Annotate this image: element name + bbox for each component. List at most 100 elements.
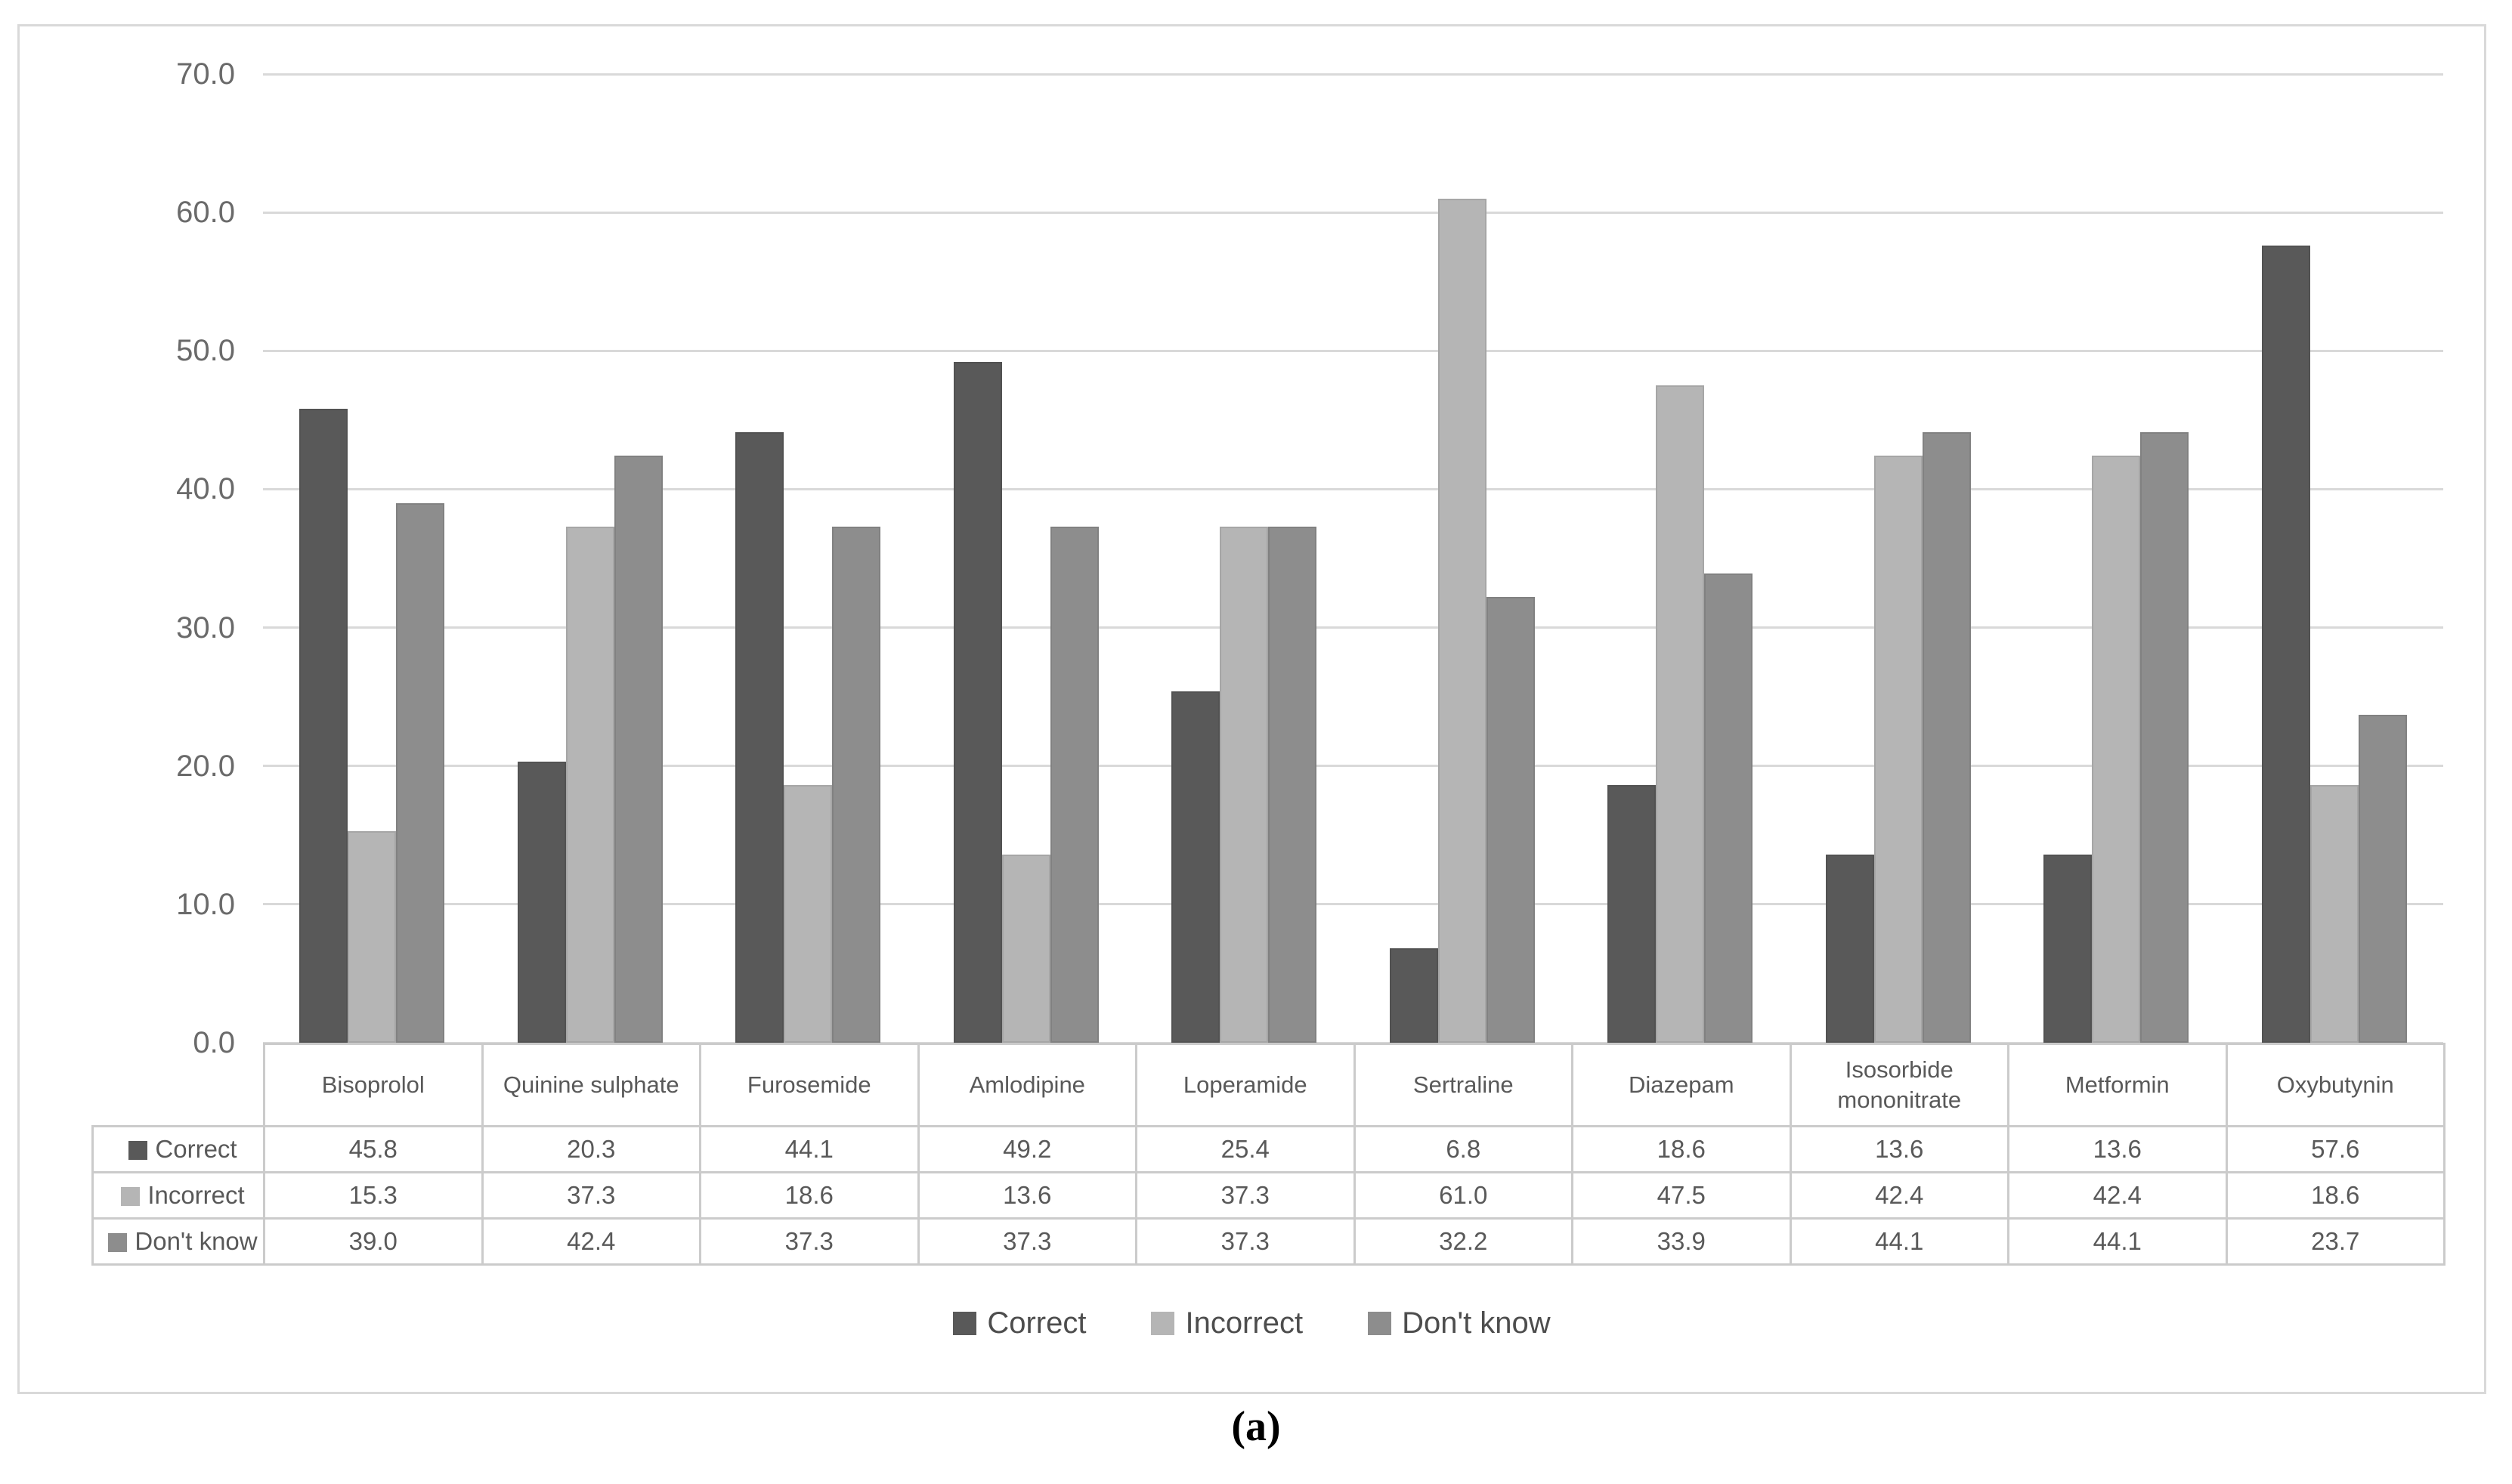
table-value-don-t-know-diazepam: 33.9: [1571, 1217, 1792, 1266]
gridline: [263, 73, 2443, 76]
table-row-incorrect: Incorrect 15.3 37.3 18.6 13.6 37.3 61.0 47.5 42.…: [91, 1171, 2445, 1220]
bar-don-t-know-sertraline: [1486, 597, 1535, 1043]
y-tick-label: 70.0: [176, 57, 235, 91]
table-header-furosemide: Furosemide: [699, 1043, 920, 1127]
table-value-correct-isosorbide-mononitrate: 13.6: [1789, 1125, 2009, 1173]
bar-incorrect-loperamide: [1220, 526, 1269, 1043]
bar-don-t-know-isosorbide-mononitrate: [1922, 432, 1971, 1043]
gridline: [263, 765, 2443, 768]
bar-incorrect-metformin: [2092, 456, 2141, 1043]
table-value-correct-bisoprolol: 45.8: [263, 1125, 484, 1173]
table-value-incorrect-metformin: 42.4: [2007, 1171, 2228, 1220]
bar-don-t-know-metformin: [2140, 432, 2189, 1043]
table-value-correct-furosemide: 44.1: [699, 1125, 920, 1173]
legend-swatch-icon: [1368, 1312, 1392, 1335]
bar-correct-quinine-sulphate: [517, 762, 566, 1043]
table-corner-cell: [93, 1044, 265, 1127]
table-value-incorrect-diazepam: 47.5: [1571, 1171, 1792, 1220]
gridline: [263, 349, 2443, 352]
bar-correct-isosorbide-mononitrate: [1825, 854, 1874, 1043]
figure-frame: 0.0 10.0 20.0 30.0 40.0 50.0 60.0 70.0 Bisoprol…: [17, 24, 2486, 1394]
gridline: [263, 1041, 2443, 1044]
bar-incorrect-diazepam: [1656, 385, 1705, 1043]
table-header-diazepam: Diazepam: [1571, 1043, 1792, 1127]
table-header-amlodipine: Amlodipine: [917, 1043, 1137, 1127]
table-header-row: Bisoprolol Quinine sulphate Furosemide Amlo…: [93, 1043, 2445, 1127]
table-value-don-t-know-metformin: 44.1: [2007, 1217, 2228, 1266]
table-value-correct-sertraline: 6.8: [1353, 1125, 1573, 1173]
bar-don-t-know-quinine-sulphate: [614, 456, 663, 1043]
bar-incorrect-isosorbide-mononitrate: [1873, 456, 1923, 1043]
table-value-incorrect-isosorbide-mononitrate: 42.4: [1789, 1171, 2009, 1220]
bar-correct-amlodipine: [953, 361, 1002, 1043]
table-value-incorrect-quinine-sulphate: 37.3: [481, 1171, 701, 1220]
bar-don-t-know-amlodipine: [1050, 526, 1099, 1043]
bar-don-t-know-oxybutynin: [2358, 714, 2407, 1043]
table-value-don-t-know-quinine-sulphate: 42.4: [481, 1217, 701, 1266]
table-value-don-t-know-amlodipine: 37.3: [917, 1217, 1137, 1266]
legend-item-don-t-know: Don't know: [1368, 1306, 1551, 1340]
table-header-loperamide: Loperamide: [1135, 1043, 1356, 1127]
legend-label: Incorrect: [1185, 1306, 1304, 1340]
y-axis-labels: 0.0 10.0 20.0 30.0 40.0 50.0 60.0 70.0: [20, 26, 2484, 1392]
gridline: [263, 211, 2443, 214]
table-value-don-t-know-isosorbide-mononitrate: 44.1: [1789, 1217, 2009, 1266]
table-value-don-t-know-bisoprolol: 39.0: [263, 1217, 484, 1266]
table-header-metformin: Metformin: [2007, 1043, 2228, 1127]
bar-correct-oxybutynin: [2261, 246, 2310, 1043]
bar-correct-diazepam: [1607, 785, 1657, 1043]
bar-don-t-know-loperamide: [1268, 526, 1317, 1043]
table-value-incorrect-sertraline: 61.0: [1353, 1171, 1573, 1220]
y-tick-label: 20.0: [176, 749, 235, 783]
table-header-quinine-sulphate: Quinine sulphate: [481, 1043, 701, 1127]
y-tick-label: 30.0: [176, 611, 235, 645]
table-value-incorrect-bisoprolol: 15.3: [263, 1171, 484, 1220]
bar-correct-loperamide: [1171, 691, 1220, 1043]
table-row-correct: Correct 45.8 20.3 44.1 49.2 25.4 6.8 18.6 13.6 13…: [91, 1125, 2445, 1173]
table-row-label-incorrect: Incorrect: [91, 1171, 265, 1220]
table-value-correct-metformin: 13.6: [2007, 1125, 2228, 1173]
y-tick-label: 60.0: [176, 196, 235, 230]
legend-key-icon: [121, 1187, 141, 1206]
table-value-correct-quinine-sulphate: 20.3: [481, 1125, 701, 1173]
bar-incorrect-amlodipine: [1001, 854, 1050, 1043]
legend-label: Don't know: [1402, 1306, 1551, 1340]
y-tick-label: 0.0: [193, 1026, 235, 1059]
figure-caption: (a): [1231, 1403, 1281, 1450]
bar-incorrect-quinine-sulphate: [565, 526, 614, 1043]
table-row-don-t-know: Don't know 39.0 42.4 37.3 37.3 37.3 32.2 33.9 44…: [91, 1217, 2445, 1266]
bar-don-t-know-diazepam: [1704, 574, 1753, 1043]
legend-swatch-icon: [1151, 1312, 1175, 1335]
table-value-incorrect-oxybutynin: 18.6: [2225, 1171, 2445, 1220]
bar-don-t-know-furosemide: [832, 526, 881, 1043]
table-row-label-don-t-know: Don't know: [91, 1217, 265, 1266]
legend-swatch-icon: [953, 1312, 977, 1335]
table-row-label-correct: Correct: [91, 1125, 265, 1173]
gridline: [263, 487, 2443, 490]
table-header-bisoprolol: Bisoprolol: [263, 1043, 484, 1127]
bar-correct-sertraline: [1389, 948, 1438, 1043]
bar-correct-bisoprolol: [299, 409, 348, 1043]
legend: Correct Incorrect Don't know: [20, 1306, 2484, 1340]
data-table: Bisoprolol Quinine sulphate Furosemide Amlo…: [91, 1043, 2445, 1266]
y-tick-label: 40.0: [176, 472, 235, 506]
table-value-incorrect-amlodipine: 13.6: [917, 1171, 1137, 1220]
gridlines-layer: [20, 26, 2484, 1392]
table-value-don-t-know-furosemide: 37.3: [699, 1217, 920, 1266]
legend-item-incorrect: Incorrect: [1151, 1306, 1303, 1340]
table-header-sertraline: Sertraline: [1353, 1043, 1573, 1127]
table-value-incorrect-loperamide: 37.3: [1135, 1171, 1356, 1220]
bar-don-t-know-bisoprolol: [396, 502, 445, 1043]
legend-label: Correct: [987, 1306, 1087, 1340]
bar-incorrect-sertraline: [1437, 198, 1486, 1043]
legend-key-icon: [128, 1141, 148, 1160]
bar-incorrect-bisoprolol: [348, 830, 397, 1043]
bar-correct-furosemide: [735, 432, 784, 1043]
table-value-correct-amlodipine: 49.2: [917, 1125, 1137, 1173]
y-tick-label: 10.0: [176, 887, 235, 921]
legend-item-correct: Correct: [953, 1306, 1086, 1340]
table-value-don-t-know-oxybutynin: 23.7: [2225, 1217, 2445, 1266]
table-value-correct-oxybutynin: 57.6: [2225, 1125, 2445, 1173]
bar-incorrect-oxybutynin: [2309, 785, 2359, 1043]
gridline: [263, 626, 2443, 629]
